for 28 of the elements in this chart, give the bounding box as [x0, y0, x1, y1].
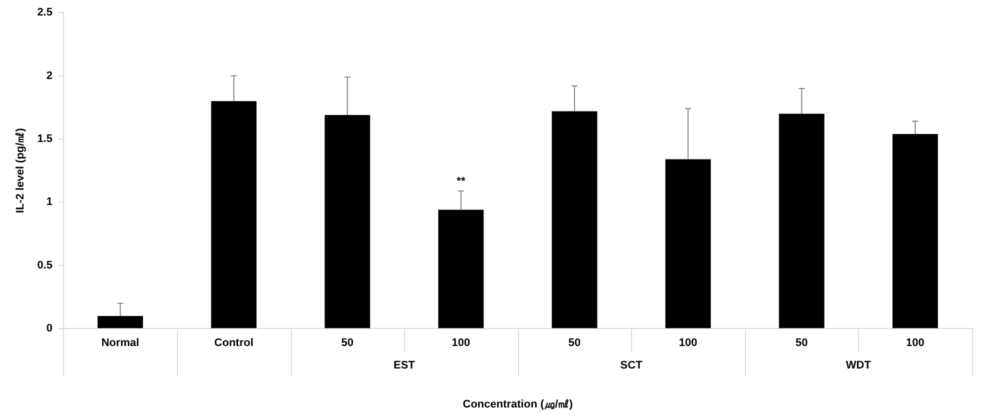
x-tick-label: Normal: [101, 337, 140, 350]
x-tick-label: 100: [906, 337, 924, 350]
bar: [778, 114, 824, 328]
x-tick-label: 100: [452, 337, 470, 350]
text: SCT: [620, 360, 643, 372]
y-tick-label: 1.5: [37, 133, 52, 146]
bar: [892, 134, 938, 328]
y-tick-label: 0: [46, 322, 52, 335]
annotation: **: [456, 175, 466, 188]
y-tick-label: 2: [46, 70, 52, 82]
x-tick-label: 50: [796, 337, 808, 350]
bar: [665, 159, 711, 328]
x-axis-title: Concentration (㎍/㎖): [462, 398, 574, 410]
y-axis-title: IL-2 level (pg/㎖): [14, 128, 27, 214]
x-tick-label: 50: [341, 337, 354, 350]
x-tick-label: 100: [678, 337, 698, 350]
y-tick-label: 0.5: [37, 259, 52, 272]
bar: [552, 111, 598, 328]
x-tick-label: 50: [568, 337, 581, 350]
text: EST: [393, 360, 416, 372]
bar: [324, 114, 370, 328]
x-tick-label: Control: [214, 337, 254, 350]
y-tick-label: 1: [46, 196, 52, 208]
bar: [438, 210, 484, 328]
y-tick-label: 2.5: [37, 6, 52, 19]
text: WDT: [846, 360, 872, 372]
bar: [98, 316, 143, 328]
bar: [211, 101, 257, 328]
